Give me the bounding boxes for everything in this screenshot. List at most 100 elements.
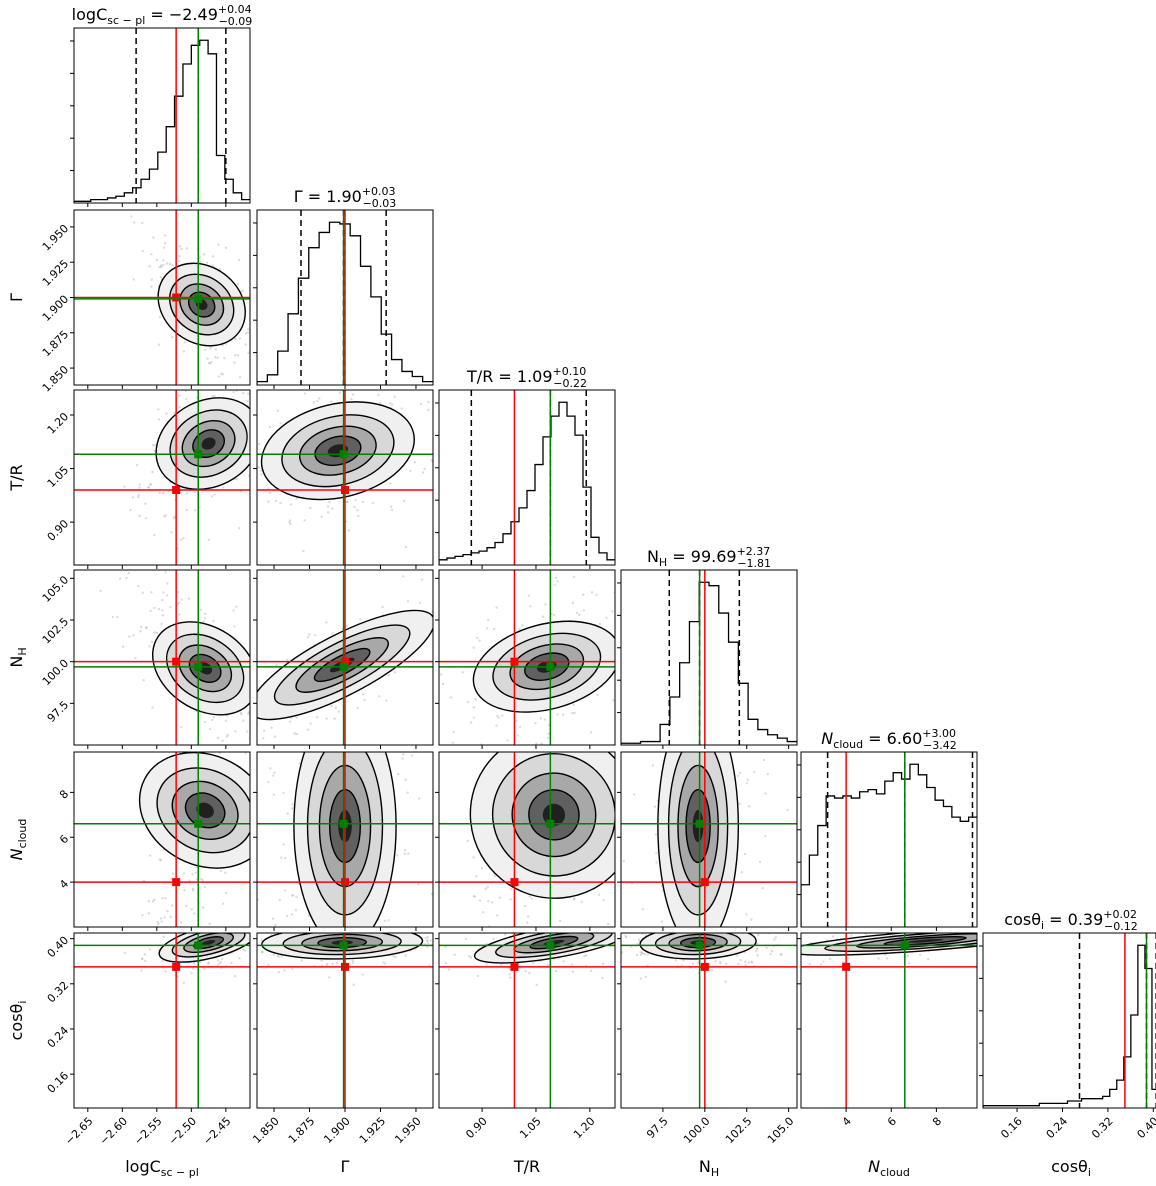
scatter-point xyxy=(729,968,731,970)
scatter-point xyxy=(417,797,421,800)
scatter-point xyxy=(320,515,323,518)
scatter-point xyxy=(351,733,353,735)
scatter-point xyxy=(278,898,282,902)
scatter-point xyxy=(332,993,334,995)
scatter-point xyxy=(280,917,282,919)
scatter-point xyxy=(884,953,887,956)
scatter-point xyxy=(232,390,235,394)
scatter-point xyxy=(272,953,275,956)
scatter-point xyxy=(131,496,135,499)
scatter-point xyxy=(288,720,292,723)
scatter-point xyxy=(472,646,475,649)
scatter-point xyxy=(912,919,914,921)
scatter-point xyxy=(452,730,455,734)
scatter-point xyxy=(257,676,259,678)
scatter-point xyxy=(300,919,302,921)
scatter-point xyxy=(472,928,474,930)
median-marker xyxy=(194,819,203,828)
scatter-point xyxy=(674,959,678,962)
scatter-point xyxy=(712,650,714,652)
panel-frame xyxy=(620,932,798,1109)
scatter-point xyxy=(754,919,756,921)
scatter-point xyxy=(146,485,150,489)
scatter-point xyxy=(232,546,234,548)
scatter-point xyxy=(580,708,582,710)
scatter-point xyxy=(718,722,720,724)
label-sub: sc − pl xyxy=(107,14,145,27)
x-tick-label: 0.24 xyxy=(1044,1115,1071,1142)
scatter-point xyxy=(1034,933,1036,935)
scatter-point xyxy=(822,960,825,963)
scatter-point xyxy=(206,962,210,965)
scatter-point xyxy=(133,221,136,224)
scatter-point xyxy=(323,974,325,976)
scatter-point xyxy=(169,606,172,609)
scatter-point xyxy=(653,805,657,808)
scatter-point xyxy=(260,950,264,954)
scatter-point xyxy=(643,953,647,956)
scatter-point xyxy=(723,694,725,696)
panel-frame xyxy=(438,932,616,1109)
scatter-point xyxy=(153,443,157,447)
scatter-point xyxy=(171,263,174,267)
scatter-point xyxy=(222,928,224,930)
scatter-point xyxy=(159,275,163,279)
scatter-point xyxy=(261,923,263,925)
scatter-point xyxy=(511,911,513,913)
scatter-point xyxy=(160,265,163,269)
scatter-point xyxy=(751,961,754,964)
panel-frame xyxy=(438,569,616,746)
scatter-point xyxy=(157,343,161,346)
scatter-point xyxy=(587,712,589,714)
scatter-point xyxy=(231,915,233,917)
scatter-point xyxy=(744,964,748,967)
scatter-point xyxy=(748,805,751,808)
scatter-point xyxy=(303,392,307,395)
scatter-point xyxy=(152,236,155,239)
panel-title-Gamma: Γ = 1.90+0.03 −0.03 xyxy=(294,185,397,210)
scatter-point xyxy=(232,922,234,924)
scatter-point xyxy=(593,918,595,920)
scatter-point xyxy=(452,588,454,590)
scatter-point xyxy=(264,913,266,915)
scatter-point xyxy=(991,950,993,952)
scatter-point xyxy=(1051,933,1053,935)
scatter-point xyxy=(210,495,214,498)
scatter-point xyxy=(354,928,356,930)
scatter-point xyxy=(290,807,294,810)
panel-frame xyxy=(438,389,616,566)
scatter-point xyxy=(286,372,288,374)
scatter-point xyxy=(307,914,311,917)
scatter-point xyxy=(616,652,618,654)
scatter-point xyxy=(756,942,759,945)
scatter-point xyxy=(739,958,742,962)
scatter-point xyxy=(169,1017,171,1019)
scatter-point xyxy=(238,956,241,960)
scatter-point xyxy=(239,913,241,915)
panel-TR-cosi xyxy=(439,911,615,1108)
scatter-point xyxy=(552,922,554,924)
scatter-point xyxy=(257,898,260,901)
scatter-point xyxy=(451,741,454,744)
scatter-point xyxy=(719,712,721,714)
scatter-point xyxy=(220,495,222,497)
scatter-point xyxy=(714,676,716,678)
scatter-point xyxy=(140,969,143,972)
x-tick-label: −2.55 xyxy=(132,1115,165,1148)
scatter-point xyxy=(333,717,336,720)
panel-title-Ncloud: Ncloud = 6.60+3.00 −3.42 xyxy=(821,727,956,752)
scatter-point xyxy=(233,717,235,719)
x-tick-label: 1.05 xyxy=(517,1115,544,1142)
scatter-point xyxy=(570,917,572,919)
y-tick-label: 1.05 xyxy=(45,464,72,491)
scatter-point xyxy=(306,636,310,639)
panel-TR-TR xyxy=(439,390,615,565)
label-main: Γ xyxy=(294,187,303,206)
scatter-point xyxy=(717,577,719,579)
scatter-point xyxy=(204,739,206,741)
scatter-point xyxy=(316,399,319,403)
scatter-point xyxy=(356,706,359,710)
median-marker xyxy=(339,450,348,459)
scatter-point xyxy=(378,695,381,698)
scatter-point xyxy=(262,645,264,647)
